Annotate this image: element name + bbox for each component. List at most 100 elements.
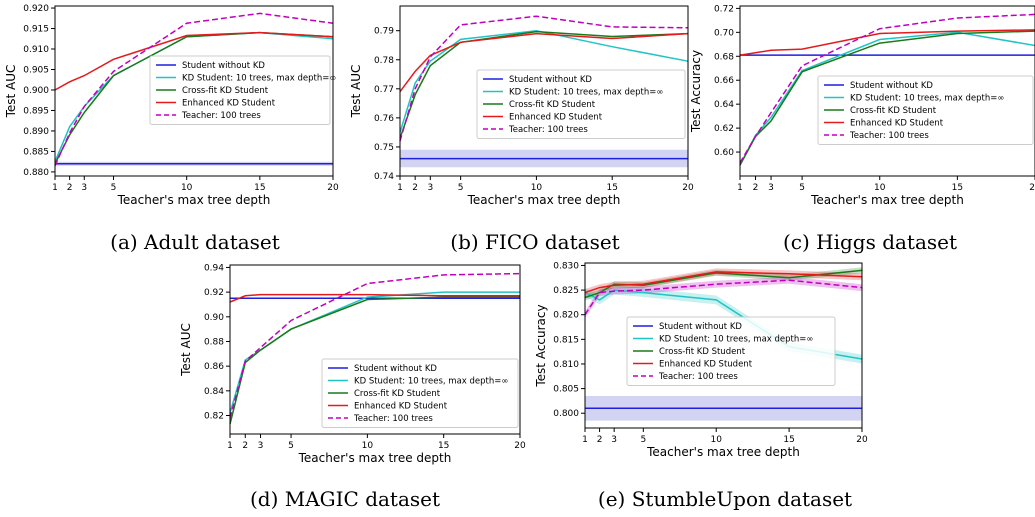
- plot-frame: [399, 5, 689, 177]
- y-axis-label: Test Accuracy: [689, 50, 703, 133]
- series-line-teacher: [399, 15, 689, 142]
- legend-box: [817, 75, 1034, 145]
- plot-frame: [584, 262, 863, 429]
- x-axis-label: Teacher's max tree depth: [810, 193, 964, 207]
- legend-entry: Teacher: 100 trees: [658, 372, 738, 382]
- legend-entry: KD Student: 10 trees, max depth=∞: [850, 94, 1004, 104]
- y-tick-label: 0.825: [553, 286, 579, 296]
- y-tick-label: 0.78: [374, 56, 394, 66]
- y-tick-label: 0.88: [204, 337, 224, 347]
- y-tick-label: 0.880: [23, 168, 49, 178]
- x-tick-label: 15: [952, 183, 963, 193]
- x-tick-label: 20: [682, 183, 694, 193]
- y-tick-label: 0.79: [374, 27, 394, 37]
- y-tick-label: 0.800: [553, 409, 579, 419]
- series-line-crossfit: [584, 269, 863, 299]
- x-tick-label: 15: [438, 441, 449, 451]
- legend-entry: Enhanced KD Student: [354, 402, 448, 412]
- x-tick-label: 20: [856, 435, 868, 445]
- x-tick-label: 3: [258, 441, 264, 451]
- band-enhanced: [585, 268, 862, 296]
- y-tick-label: 0.890: [23, 127, 49, 137]
- caption-fico: (b) FICO dataset: [450, 230, 620, 254]
- y-tick-label: 0.68: [714, 52, 734, 62]
- band-crossfit: [585, 267, 862, 301]
- x-tick-label: 15: [606, 183, 617, 193]
- plot-frame: [739, 5, 1035, 177]
- series-line-enhanced: [54, 31, 334, 91]
- x-axis-label: Teacher's max tree depth: [467, 193, 621, 207]
- legend-entry: KD Student: 10 trees, max depth=∞: [509, 88, 663, 98]
- y-tick-label: 0.70: [714, 28, 734, 38]
- y-tick-label: 0.82: [204, 411, 224, 421]
- x-tick-label: 1: [737, 183, 743, 193]
- y-tick-label: 0.885: [23, 147, 49, 157]
- legend-entry: Enhanced KD Student: [182, 99, 276, 109]
- x-tick-label: 15: [254, 183, 265, 193]
- x-tick-label: 20: [514, 441, 526, 451]
- y-axis-label: Test AUC: [179, 323, 193, 377]
- x-tick-label: 1: [227, 441, 233, 451]
- legend-box: [149, 55, 331, 125]
- legend-box: [476, 69, 686, 139]
- series-line-teacher: [584, 279, 863, 316]
- y-tick-label: 0.60: [714, 148, 734, 158]
- y-tick-label: 0.915: [23, 25, 49, 35]
- y-tick-label: 0.64: [714, 100, 734, 110]
- y-tick-label: 0.77: [374, 85, 394, 95]
- chart-adult: 1 2 3 5 10 15 20 0.880 0.885 0.890 0.895 0.900 0.905…: [4, 4, 339, 207]
- legend-entry: Cross-fit KD Student: [354, 389, 441, 399]
- caption-stumbleupon: (e) StumbleUpon dataset: [597, 487, 853, 511]
- series-line-enhanced: [399, 32, 689, 93]
- legend-box: [626, 316, 836, 386]
- x-tick-label: 2: [67, 183, 73, 193]
- x-axis-label: Teacher's max tree depth: [117, 193, 271, 207]
- x-tick-label: 2: [412, 183, 418, 193]
- y-tick-label: 0.62: [714, 124, 734, 134]
- y-tick-label: 0.830: [553, 261, 579, 271]
- x-tick-label: 1: [397, 183, 403, 193]
- legend-entry: Enhanced KD Student: [850, 119, 944, 129]
- y-tick-label: 0.910: [23, 45, 49, 55]
- legend-entry: Enhanced KD Student: [659, 360, 753, 370]
- x-axis-label: Teacher's max tree depth: [298, 451, 452, 465]
- x-tick-label: 10: [710, 435, 722, 445]
- x-tick-label: 2: [597, 435, 603, 445]
- caption-adult: (a) Adult dataset: [110, 230, 280, 254]
- plot-frame: [54, 5, 334, 177]
- legend-entry: Teacher: 100 trees: [353, 414, 433, 424]
- caption-magic: (d) MAGIC dataset: [249, 487, 441, 511]
- x-tick-label: 1: [52, 183, 58, 193]
- legend-entry: Student without KD: [354, 364, 437, 374]
- series-line-enhanced: [229, 293, 520, 303]
- legend-entry: Student without KD: [659, 322, 742, 332]
- x-tick-label: 10: [531, 183, 543, 193]
- y-tick-label: 0.900: [23, 86, 49, 96]
- x-tick-label: 15: [783, 435, 794, 445]
- y-tick-label: 0.94: [204, 263, 224, 273]
- x-tick-label: 5: [458, 183, 464, 193]
- x-axis-label: Teacher's max tree depth: [646, 445, 800, 459]
- legend-entry: Student without KD: [850, 81, 933, 91]
- chart-higgs: 123 5 10 15 20 0.60 0.62 0.64 0.66 0.68 0.70 0.72 Te…: [689, 4, 1035, 207]
- legend-entry: Student without KD: [509, 75, 592, 85]
- x-tick-label: 3: [427, 183, 433, 193]
- series-line-kd: [399, 29, 689, 133]
- band-teacher: [585, 276, 862, 319]
- legend: Student without KD KD Student: 10 trees, …: [626, 316, 836, 386]
- chart-magic: 1 2 3 5 10 15 20 0.82 0.84 0.86 0.88 0.90 0.92 0.94 Te…: [179, 263, 526, 465]
- x-tick-label: 10: [362, 441, 374, 451]
- y-tick-label: 0.72: [714, 4, 734, 14]
- x-tick-label: 1: [582, 435, 588, 445]
- y-tick-label: 0.810: [553, 360, 579, 370]
- series-line-teacher: [229, 272, 521, 419]
- y-tick-label: 0.805: [553, 385, 579, 395]
- y-tick-label: 0.86: [204, 362, 224, 372]
- legend: Student without KD KD Student: 10 trees, …: [817, 75, 1034, 145]
- x-tick-label: 5: [288, 441, 294, 451]
- y-tick-label: 0.90: [204, 313, 224, 323]
- series-line-teacher: [739, 13, 1035, 164]
- legend-entry: Cross-fit KD Student: [850, 106, 937, 116]
- x-tick-label: 3: [768, 183, 774, 193]
